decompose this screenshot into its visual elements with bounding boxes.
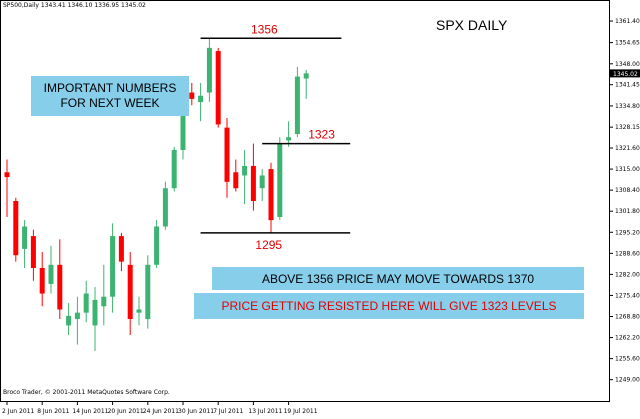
candle-up — [286, 137, 292, 141]
candle-down — [224, 127, 230, 182]
y-tick-label: 1295.20 — [615, 229, 640, 236]
note-above-1356: ABOVE 1356 PRICE MAY MOVE TOWARDS 1370 — [212, 267, 584, 290]
y-tick-label: 1301.80 — [615, 208, 640, 215]
x-tick-label: 20 Jun 2011 — [108, 408, 144, 415]
y-tick-label: 1268.80 — [615, 313, 640, 320]
candle-up — [198, 95, 204, 103]
candle-down — [57, 264, 63, 310]
current-price-label: 1345.02 — [613, 71, 638, 78]
candle-up — [110, 236, 116, 297]
y-tick-label: 1361.40 — [615, 18, 640, 25]
candle-up — [277, 143, 283, 217]
chart-title: SPX DAILY — [436, 17, 508, 33]
y-tick-label: 1348.00 — [615, 61, 640, 68]
candle-down — [127, 264, 133, 320]
x-tick-label: 19 Jul 2011 — [284, 408, 318, 415]
level-label-1323: 1323 — [308, 128, 335, 142]
candle-up — [242, 165, 248, 176]
candle-down — [250, 165, 256, 201]
x-tick-label: 14 Jun 2011 — [72, 408, 108, 415]
candle-up — [206, 47, 212, 93]
candle-down — [215, 51, 221, 125]
candle-down — [233, 172, 239, 189]
y-tick-label: 1275.40 — [615, 292, 640, 299]
level-label-1356: 1356 — [251, 22, 278, 36]
candle-down — [268, 169, 274, 221]
y-tick-label: 1262.20 — [615, 335, 640, 342]
y-tick-label: 1334.80 — [615, 103, 640, 110]
y-tick-label: 1288.60 — [615, 250, 640, 257]
candle-down — [13, 201, 19, 256]
candle-down — [118, 236, 124, 262]
candle-up — [92, 299, 98, 326]
candle-down — [30, 236, 36, 268]
candle-down — [189, 92, 195, 99]
candle-up — [48, 264, 54, 284]
x-tick-label: 7 Jul 2011 — [213, 408, 243, 415]
candle-up — [136, 309, 142, 313]
x-tick-label: 24 Jun 2011 — [143, 408, 179, 415]
y-tick-label: 1354.65 — [615, 40, 640, 47]
y-tick-label: 1328.15 — [615, 124, 640, 131]
level-label-1295: 1295 — [255, 238, 282, 252]
x-tick-label: 13 Jul 2011 — [248, 408, 282, 415]
candle-up — [180, 92, 186, 150]
candle-down — [4, 172, 10, 178]
candle-up — [171, 149, 177, 189]
plot-frame — [0, 0, 610, 402]
note-resisted: PRICE GETTING RESISTED HERE WILL GIVE 13… — [194, 293, 584, 319]
y-tick-label: 1308.40 — [615, 187, 640, 194]
note-important-numbers: IMPORTANT NUMBERS FOR NEXT WEEK — [31, 76, 189, 116]
x-tick-label: 30 Jun 2011 — [178, 408, 214, 415]
candle-up — [162, 188, 168, 227]
y-tick-label: 1282.00 — [615, 271, 640, 278]
candle-up — [22, 226, 28, 249]
candle-up — [294, 76, 300, 134]
candle-up — [101, 296, 107, 307]
candle-up — [83, 293, 89, 313]
candle-up — [74, 312, 80, 320]
candle-down — [39, 268, 45, 294]
y-tick-label: 1341.45 — [615, 82, 640, 89]
y-tick-label: 1255.60 — [615, 356, 640, 363]
y-tick-label: 1321.60 — [615, 145, 640, 152]
x-tick-label: 2 Jun 2011 — [2, 408, 34, 415]
x-tick-label: 8 Jun 2011 — [37, 408, 69, 415]
chart-header: SP500,Daily 1343.41 1346.10 1336.95 1345… — [3, 2, 146, 9]
candle-up — [66, 315, 72, 326]
y-tick-label: 1315.00 — [615, 166, 640, 173]
y-tick-label: 1249.00 — [615, 377, 640, 384]
current-price-marker — [610, 69, 640, 78]
candle-up — [154, 226, 160, 265]
candle-up — [145, 264, 151, 320]
candle-up — [259, 175, 265, 189]
candle-up — [303, 73, 309, 79]
copyright-footer: Broco Trader, © 2001-2011 MetaQuotes Sof… — [3, 389, 170, 396]
